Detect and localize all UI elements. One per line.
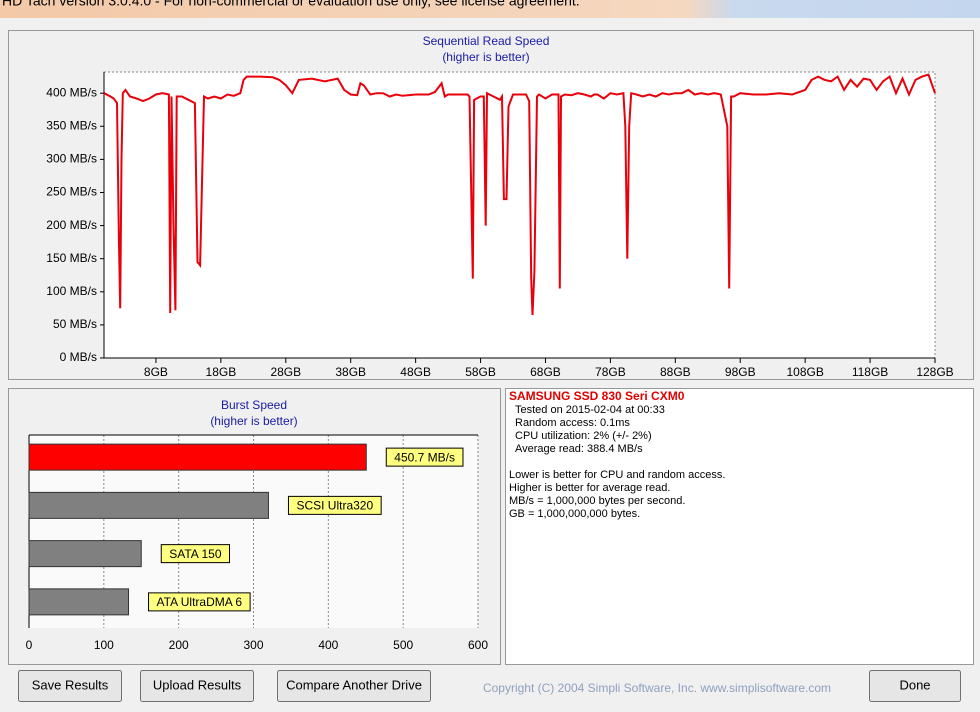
- x-tick-label: 58GB: [465, 365, 496, 379]
- button-label[interactable]: Compare Another Drive: [286, 677, 422, 692]
- button-label[interactable]: Upload Results: [153, 677, 242, 692]
- bar: [28, 540, 142, 568]
- info-line: Average read: 388.4 MB/s: [515, 443, 643, 455]
- x-tick-label: 98GB: [725, 365, 756, 379]
- x-tick-label: 8GB: [144, 365, 168, 379]
- bar: [28, 443, 367, 471]
- bar-label: SATA 150: [169, 547, 222, 561]
- drive-name: SAMSUNG SSD 830 Seri CXM0: [509, 389, 685, 403]
- x-tick-label: 100: [94, 638, 114, 652]
- x-tick-label: 200: [169, 638, 189, 652]
- x-tick-label: 18GB: [206, 365, 237, 379]
- button-label[interactable]: Save Results: [32, 677, 109, 692]
- bar-label: 450.7 MB/s: [394, 450, 455, 464]
- x-tick-label: 38GB: [335, 365, 366, 379]
- burst-subtitle: (higher is better): [210, 414, 297, 428]
- button-label[interactable]: Done: [899, 677, 930, 692]
- read-title: Sequential Read Speed: [423, 34, 550, 48]
- info-note: GB = 1,000,000,000 bytes.: [509, 508, 640, 520]
- button-done[interactable]: Done: [869, 670, 961, 702]
- window-title: HD Tach version 3.0.4.0 - For non-commer…: [2, 0, 580, 9]
- bar-label: ATA UltraDMA 6: [157, 595, 243, 609]
- x-tick-label: 88GB: [660, 365, 691, 379]
- x-tick-label: 400: [318, 638, 338, 652]
- x-tick-label: 28GB: [270, 365, 301, 379]
- bar: [28, 491, 269, 519]
- x-tick-label: 0: [26, 638, 33, 652]
- label-box: [148, 592, 251, 612]
- bar: [28, 588, 130, 616]
- plot-area: [103, 71, 936, 359]
- burst-title: Burst Speed: [221, 398, 287, 412]
- x-tick-label: 500: [393, 638, 413, 652]
- x-tick-label: 128GB: [916, 365, 953, 379]
- read-subtitle: (higher is better): [442, 50, 529, 64]
- info-note: Higher is better for average read.: [509, 482, 670, 494]
- read-line: [103, 73, 936, 316]
- y-tick-label: 350 MB/s: [46, 118, 97, 132]
- y-tick-label: 50 MB/s: [53, 317, 97, 331]
- y-tick-label: 300 MB/s: [46, 152, 97, 166]
- label-box: [287, 495, 382, 515]
- info-panel: [505, 388, 974, 665]
- x-tick-label: 78GB: [595, 365, 626, 379]
- button-compare[interactable]: Compare Another Drive: [277, 670, 431, 702]
- button-upload[interactable]: Upload Results: [140, 670, 254, 702]
- y-tick-label: 250 MB/s: [46, 185, 97, 199]
- x-tick-label: 118GB: [852, 365, 888, 379]
- copyright: Copyright (C) 2004 Simpli Software, Inc.…: [483, 681, 831, 695]
- info-line: Tested on 2015-02-04 at 00:33: [515, 404, 665, 416]
- y-tick-label: 400 MB/s: [46, 85, 97, 99]
- x-tick-label: 300: [243, 638, 263, 652]
- button-save[interactable]: Save Results: [18, 670, 122, 702]
- title-bar: [0, 0, 980, 18]
- x-tick-label: 48GB: [400, 365, 431, 379]
- label-box: [160, 544, 231, 564]
- info-line: Random access: 0.1ms: [515, 417, 630, 429]
- y-tick-label: 0 MB/s: [60, 350, 97, 364]
- y-tick-label: 150 MB/s: [46, 251, 97, 265]
- label-box: [385, 447, 464, 467]
- y-tick-label: 200 MB/s: [46, 218, 97, 232]
- y-tick-label: 100 MB/s: [46, 284, 97, 298]
- info-note: Lower is better for CPU and random acces…: [509, 469, 725, 481]
- bar-label: SCSI Ultra320: [296, 499, 373, 513]
- x-tick-label: 600: [468, 638, 488, 652]
- x-tick-label: 108GB: [786, 365, 823, 379]
- x-tick-label: 68GB: [530, 365, 561, 379]
- info-note: MB/s = 1,000,000 bytes per second.: [509, 495, 685, 507]
- info-line: CPU utilization: 2% (+/- 2%): [515, 430, 652, 442]
